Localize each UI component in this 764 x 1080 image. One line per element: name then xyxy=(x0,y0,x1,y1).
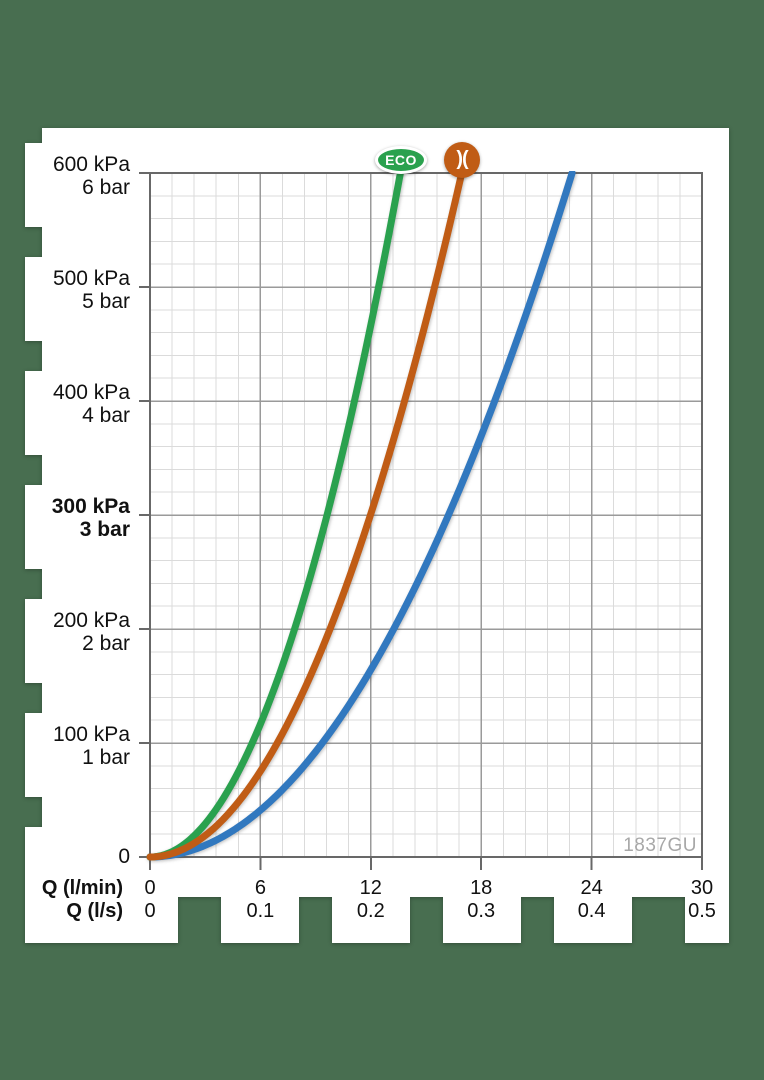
pressure-kpa-text: 200 kPa xyxy=(52,609,130,632)
grid-lines xyxy=(150,173,702,857)
pressure-kpa-text: 300 kPa xyxy=(51,495,130,518)
flow-unit-label-ls: Q (l/s) xyxy=(66,900,123,922)
watermark-code: 1837GU xyxy=(623,835,697,856)
tick-label-tab xyxy=(42,897,178,943)
flow-curves xyxy=(146,171,576,861)
flow-tick-ls-0: 0 xyxy=(144,900,156,922)
pressure-kpa-text: 500 kPa xyxy=(52,267,130,290)
pressure-label-0: 0 xyxy=(118,845,130,868)
spray-mode-badge: )( xyxy=(444,142,480,178)
pressure-bar-text: 5 bar xyxy=(82,290,130,313)
axis-label-tab xyxy=(25,713,43,797)
flow-tick-lmin-24: 24 xyxy=(580,877,603,899)
axis-label-tab xyxy=(25,599,43,683)
eco-badge: ECO xyxy=(375,146,427,174)
pressure-bar-text: 2 bar xyxy=(82,632,130,655)
flow-tick-ls-0.1: 0.1 xyxy=(246,900,275,922)
flow-tick-ls-0.4: 0.4 xyxy=(577,900,606,922)
flow-tick-lmin-18: 18 xyxy=(470,877,493,899)
curve-standard-spray xyxy=(146,171,576,861)
axis-ticks xyxy=(139,172,703,870)
pressure-kpa-text: 100 kPa xyxy=(52,723,130,746)
pressure-kpa-text: 0 xyxy=(118,845,130,868)
flow-tick-ls-0.5: 0.5 xyxy=(688,900,716,922)
flow-unit-label-lmin: Q (l/min) xyxy=(41,877,123,899)
pressure-kpa-text: 600 kPa xyxy=(52,153,130,176)
pressure-label-300: 300 kPa 3 bar xyxy=(52,495,130,541)
pressure-bar-text: 6 bar xyxy=(82,176,130,199)
eco-badge-label: ECO xyxy=(385,152,417,168)
tick-label-tab xyxy=(221,897,299,943)
flow-tick-lmin-12: 12 xyxy=(359,877,382,899)
pressure-label-200: 200 kPa 2 bar xyxy=(53,609,130,655)
pressure-bar-text: 1 bar xyxy=(82,746,130,769)
pressure-bar-text: 3 bar xyxy=(79,518,130,541)
flow-pressure-chart: 1837GU xyxy=(139,171,703,870)
tick-label-tab xyxy=(332,897,410,943)
pressure-label-600: 600 kPa 6 bar xyxy=(53,153,130,199)
tick-label-tab xyxy=(554,897,632,943)
pressure-bar-text: 4 bar xyxy=(82,404,130,427)
flow-tick-lmin-30: 30 xyxy=(690,877,714,899)
curve-eco xyxy=(146,171,404,861)
flow-tick-ls-0.3: 0.3 xyxy=(467,900,496,922)
spray-mode-icon: )( xyxy=(456,147,468,170)
tick-label-tab xyxy=(443,897,521,943)
axis-label-tab xyxy=(25,257,43,341)
axis-label-tab xyxy=(25,143,43,227)
axis-label-tab xyxy=(25,827,43,943)
pressure-label-100: 100 kPa 1 bar xyxy=(53,723,130,769)
tick-label-tab xyxy=(685,897,729,943)
axis-label-tab xyxy=(25,371,43,455)
pressure-label-500: 500 kPa 5 bar xyxy=(53,267,130,313)
curve-spray-mode xyxy=(146,171,466,861)
axis-label-tab xyxy=(25,485,43,569)
pressure-kpa-text: 400 kPa xyxy=(52,381,130,404)
plot-border xyxy=(149,172,703,858)
flow-tick-ls-0.2: 0.2 xyxy=(356,900,385,922)
flow-tick-lmin-0: 0 xyxy=(144,877,156,899)
pressure-label-400: 400 kPa 4 bar xyxy=(53,381,130,427)
flow-tick-lmin-6: 6 xyxy=(254,877,266,899)
